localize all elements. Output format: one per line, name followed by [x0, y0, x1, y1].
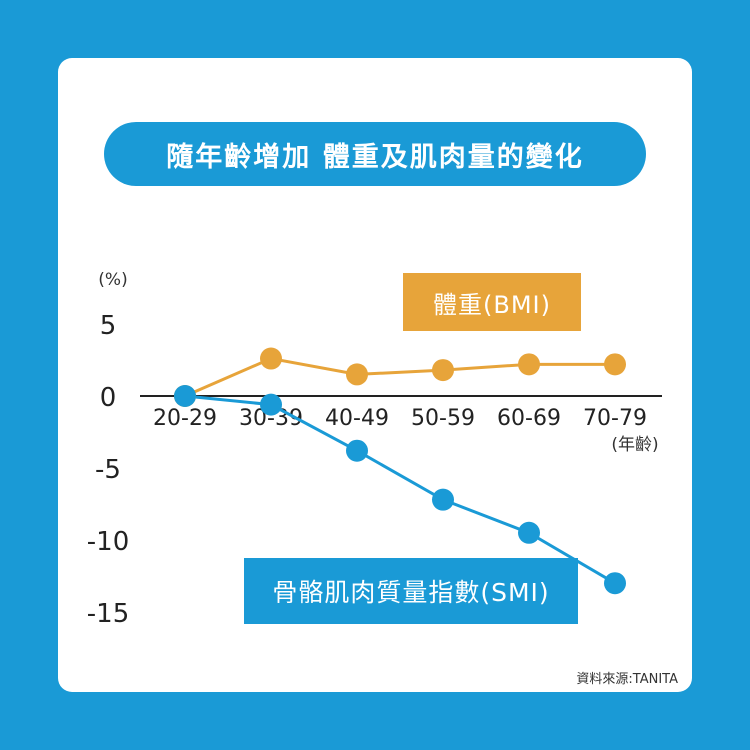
series-lines	[184, 357, 616, 585]
x-axis-ticks: 20-29 30-39 40-49 50-59 60-69 70-79	[153, 406, 647, 431]
series-line-1	[184, 394, 616, 585]
data-point	[604, 572, 626, 595]
series-points	[174, 347, 626, 595]
data-point	[432, 359, 454, 382]
x-tick-label: 70-79	[583, 406, 647, 431]
x-axis-unit: (年齡)	[611, 435, 658, 455]
data-point	[260, 347, 282, 370]
data-point	[260, 393, 282, 416]
data-point	[432, 488, 454, 511]
data-point	[518, 521, 540, 544]
legend-smi: 骨骼肌肉質量指數(SMI)	[244, 558, 578, 624]
series-line-0	[184, 357, 615, 398]
data-point	[174, 385, 196, 407]
y-axis-unit: (%)	[98, 270, 127, 290]
data-point	[346, 439, 368, 462]
chart-title: 隨年齡增加 體重及肌肉量的變化	[104, 122, 646, 186]
x-tick-label: 40-49	[325, 406, 389, 431]
y-tick-label: -15	[87, 599, 129, 629]
data-point	[518, 353, 540, 376]
y-tick-label: 0	[100, 383, 117, 413]
x-tick-label: 50-59	[411, 406, 475, 431]
y-tick-label: 5	[100, 311, 117, 341]
x-tick-label: 20-29	[153, 406, 217, 431]
y-tick-label: -5	[95, 455, 121, 485]
x-tick-label: 60-69	[497, 406, 561, 431]
y-tick-label: -10	[87, 527, 129, 557]
data-point	[346, 363, 368, 386]
y-axis-ticks: 5 0 -5 -10 -15	[87, 311, 129, 629]
source-note: 資料來源:TANITA	[576, 672, 678, 687]
data-point	[604, 353, 626, 376]
legend-bmi: 體重(BMI)	[403, 273, 581, 331]
